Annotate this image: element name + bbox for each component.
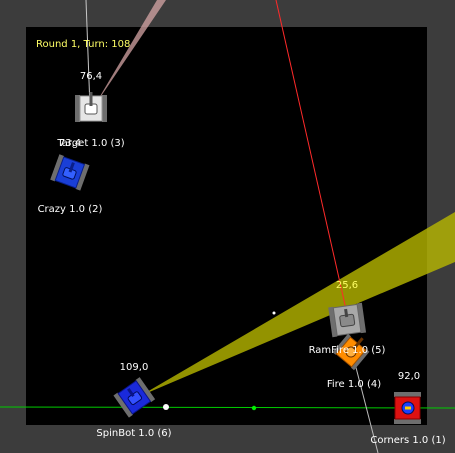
spinbot-energy-label: 109,0 — [120, 362, 149, 373]
green-scan-line — [0, 406, 455, 409]
spinbot-name-label: SpinBot 1.0 (6) — [96, 428, 171, 439]
corners-energy-label: 92,0 — [398, 371, 420, 382]
tank-spinbot[interactable] — [113, 377, 156, 418]
fire-name-label: Fire 1.0 (4) — [327, 379, 381, 390]
target-scan-line — [85, 0, 91, 109]
tank-target[interactable] — [75, 92, 107, 122]
tank-crazy[interactable] — [50, 154, 90, 191]
corners-name-label: Corners 1.0 (1) — [370, 435, 445, 446]
target-name-label: Target 1.0 (3) — [56, 138, 124, 149]
tank-corners[interactable] — [394, 392, 421, 424]
spinbot-radar-beam — [140, 212, 455, 396]
target-energy-label: 76,4 — [80, 71, 102, 82]
crazy-name-label: Crazy 1.0 (2) — [38, 204, 103, 215]
target-gun-beam — [93, 0, 166, 108]
corners-scan-line — [351, 351, 379, 453]
ramfire-name-label: RamFire 1.0 (5) — [309, 345, 386, 356]
bullet — [163, 404, 169, 410]
round-turn-status: Round 1, Turn: 108 — [36, 39, 130, 50]
tank-fire[interactable] — [332, 329, 374, 371]
ramfire-scan-line — [275, 0, 349, 319]
crazy-energy-label: 73,4 — [59, 138, 81, 149]
tank-ramfire[interactable] — [328, 302, 367, 338]
ramfire-energy-label: 25,6 — [336, 280, 358, 291]
bullet — [251, 405, 257, 411]
bullet — [272, 311, 276, 315]
